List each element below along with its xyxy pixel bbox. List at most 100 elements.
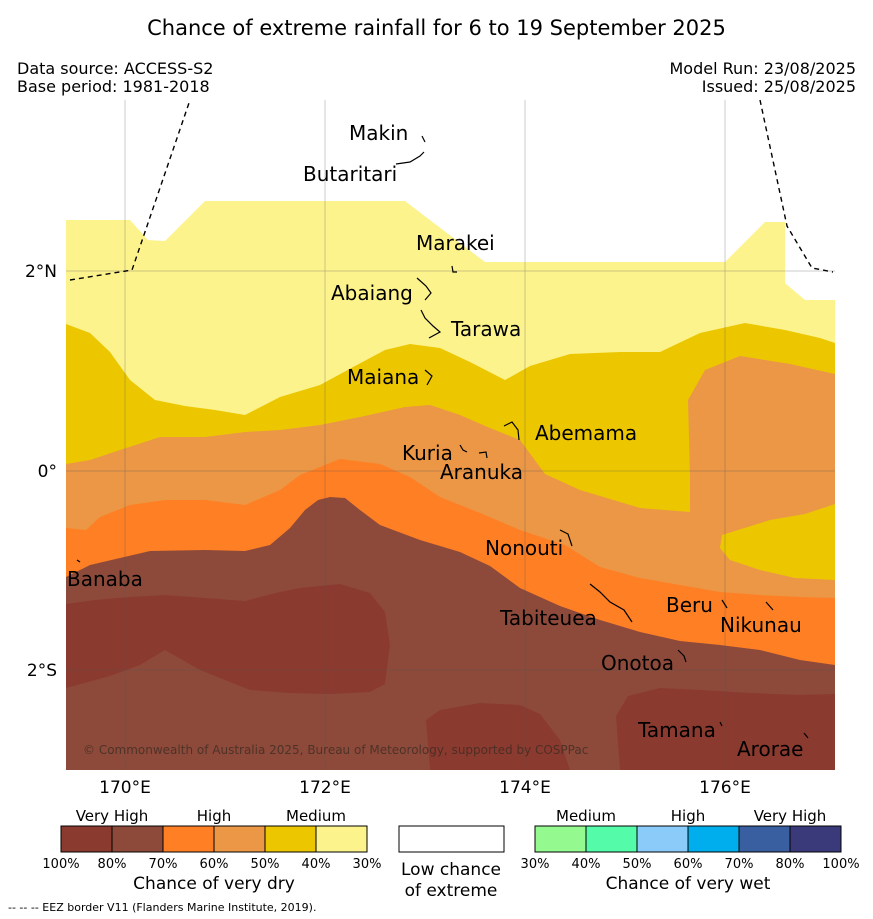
- legend-dry: Very High High Medium 100% 80% 70% 60% 50% 40…: [42, 807, 381, 894]
- legend-wet-ticks: 30% 40% 50% 60% 70% 80% 100%: [521, 857, 860, 872]
- place-label-marakei: Marakei: [416, 231, 495, 255]
- lat-label-2n: 2°N: [25, 262, 57, 282]
- place-label-nikunau: Nikunau: [720, 613, 802, 637]
- island-aranuka: [478, 451, 488, 459]
- place-labels: Makin Butaritari Marakei Abaiang Tarawa …: [67, 121, 803, 761]
- island-makin: [421, 135, 426, 143]
- legend-dry-swatches: [60, 825, 368, 853]
- legend-wet-tick-2: 50%: [623, 857, 652, 872]
- region-very-high-dry-south: [426, 703, 570, 770]
- region-medium-dry-pocket: [720, 504, 835, 580]
- island-tamana: [719, 721, 723, 727]
- place-label-maiana: Maiana: [347, 365, 419, 389]
- region-very-high-dry-west: [66, 584, 390, 694]
- island-abemama: [503, 421, 520, 441]
- legend-neutral-title-line2: of extreme: [405, 881, 498, 901]
- lon-label-172e: 172°E: [299, 778, 351, 798]
- island-onotoa: [677, 649, 687, 663]
- place-label-arorae: Arorae: [737, 737, 803, 761]
- islands: [76, 135, 809, 739]
- lon-label-176e: 176°E: [699, 778, 751, 798]
- island-maiana: [424, 369, 433, 386]
- data-source-label: Data source: ACCESS-S2: [17, 59, 214, 78]
- legend-dry-swatch-0: [60, 825, 113, 853]
- legend-dry-tick-6: 30%: [353, 857, 382, 872]
- island-butaritari: [395, 151, 425, 165]
- legend-wet-caption-high: High: [671, 807, 705, 825]
- legend-wet-swatch-3: [687, 825, 740, 853]
- region-very-high-dry-southeast: [616, 688, 835, 770]
- lat-label-equator: 0°: [38, 462, 57, 482]
- island-tabiteuea: [589, 583, 633, 623]
- legend-wet-tick-4: 70%: [725, 857, 754, 872]
- island-nikunau: [765, 601, 774, 611]
- legend-dry-ticks: 100% 80% 70% 60% 50% 40% 30%: [42, 857, 381, 872]
- legend-wet-tick-6: 100%: [822, 857, 859, 872]
- island-beru: [721, 599, 728, 609]
- legend-dry-tick-3: 60%: [200, 857, 229, 872]
- island-marakei: [451, 265, 457, 273]
- place-label-tarawa: Tarawa: [450, 317, 521, 341]
- legend-dry-tick-5: 40%: [302, 857, 331, 872]
- legend-dry-swatch-3: [213, 825, 266, 853]
- legend-dry-swatch-4: [264, 825, 317, 853]
- legend-dry-caption-high: High: [197, 807, 231, 825]
- place-label-onotoa: Onotoa: [601, 651, 674, 675]
- legend-dry-swatch-2: [162, 825, 215, 853]
- island-banaba: [76, 559, 81, 563]
- legend-dry-swatch-5: [315, 825, 368, 853]
- legend-neutral: Low chance of extreme: [398, 825, 505, 901]
- legend-wet-swatch-5: [789, 825, 842, 853]
- place-label-banaba: Banaba: [67, 567, 143, 591]
- legend-wet-tick-5: 80%: [776, 857, 805, 872]
- place-label-makin: Makin: [349, 121, 408, 145]
- island-kuria: [459, 444, 468, 453]
- legend-dry-title: Chance of very dry: [133, 874, 295, 894]
- legend-wet-caption-very-high: Very High: [754, 807, 827, 825]
- issued-label: Issued: 25/08/2025: [701, 77, 856, 96]
- island-abaiang: [416, 277, 432, 301]
- eez-border-east: [759, 99, 834, 273]
- legend-dry-tick-1: 80%: [98, 857, 127, 872]
- legend-wet-swatch-0: [534, 825, 587, 853]
- legend-wet-swatch-4: [738, 825, 791, 853]
- place-label-nonouti: Nonouti: [485, 536, 563, 560]
- base-period-label: Base period: 1981-2018: [17, 77, 210, 96]
- place-label-aranuka: Aranuka: [440, 460, 523, 484]
- place-label-beru: Beru: [666, 593, 713, 617]
- place-label-abemama: Abemama: [535, 421, 637, 445]
- legend-wet-tick-3: 60%: [674, 857, 703, 872]
- island-arorae: [803, 732, 809, 739]
- legend-dry-swatch-1: [111, 825, 164, 853]
- legend-wet-caption-medium: Medium: [556, 807, 616, 825]
- legend-dry-tick-4: 50%: [251, 857, 280, 872]
- legend-dry-caption-very-high: Very High: [76, 807, 149, 825]
- place-label-butaritari: Butaritari: [303, 162, 397, 186]
- lon-label-174e: 174°E: [499, 778, 551, 798]
- legend-wet-tick-1: 40%: [572, 857, 601, 872]
- legend-dry-tick-2: 70%: [149, 857, 178, 872]
- place-label-abaiang: Abaiang: [331, 281, 413, 305]
- map-copyright: © Commonwealth of Australia 2025, Bureau…: [83, 743, 588, 757]
- eez-border: [69, 99, 834, 281]
- legend-wet-swatches: [534, 825, 842, 853]
- axis-labels: 170°E 172°E 174°E 176°E 2°N 0° 2°S: [25, 262, 751, 798]
- lat-label-2s: 2°S: [27, 661, 57, 681]
- footer-eez-note: -- -- -- EEZ border V11 (Flanders Marine…: [8, 901, 317, 914]
- legend-wet-tick-0: 30%: [521, 857, 550, 872]
- island-nonouti: [559, 529, 573, 547]
- place-label-tabiteuea: Tabiteuea: [499, 606, 597, 630]
- legend-dry-tick-0: 100%: [42, 857, 79, 872]
- lon-label-170e: 170°E: [99, 778, 151, 798]
- legend-neutral-title-line1: Low chance: [401, 860, 501, 880]
- legend-dry-caption-medium: Medium: [286, 807, 346, 825]
- eez-border-west: [69, 99, 191, 281]
- place-label-kuria: Kuria: [402, 441, 453, 465]
- legend-wet-title: Chance of very wet: [606, 874, 771, 894]
- model-run-label: Model Run: 23/08/2025: [669, 59, 857, 78]
- island-tarawa: [420, 309, 442, 339]
- legend-wet-swatch-2: [636, 825, 689, 853]
- graticule: [66, 100, 835, 770]
- legend-wet-swatch-1: [585, 825, 638, 853]
